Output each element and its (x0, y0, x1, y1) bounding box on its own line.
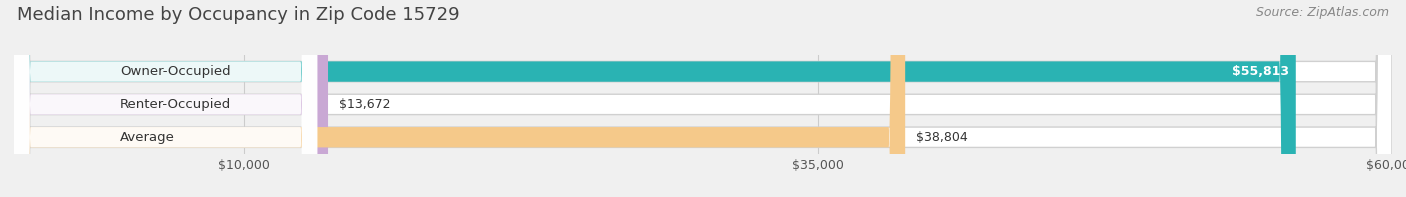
Text: Median Income by Occupancy in Zip Code 15729: Median Income by Occupancy in Zip Code 1… (17, 6, 460, 24)
Text: $55,813: $55,813 (1232, 65, 1289, 78)
Text: Source: ZipAtlas.com: Source: ZipAtlas.com (1256, 6, 1389, 19)
FancyBboxPatch shape (14, 0, 318, 197)
FancyBboxPatch shape (14, 0, 328, 197)
Text: Renter-Occupied: Renter-Occupied (120, 98, 232, 111)
FancyBboxPatch shape (14, 0, 1392, 197)
FancyBboxPatch shape (14, 0, 1392, 197)
FancyBboxPatch shape (14, 0, 1392, 197)
FancyBboxPatch shape (14, 0, 318, 197)
Text: Owner-Occupied: Owner-Occupied (120, 65, 231, 78)
FancyBboxPatch shape (14, 0, 318, 197)
Text: Average: Average (120, 131, 174, 144)
Text: $13,672: $13,672 (339, 98, 391, 111)
Text: $38,804: $38,804 (917, 131, 967, 144)
FancyBboxPatch shape (14, 0, 905, 197)
FancyBboxPatch shape (14, 0, 1296, 197)
